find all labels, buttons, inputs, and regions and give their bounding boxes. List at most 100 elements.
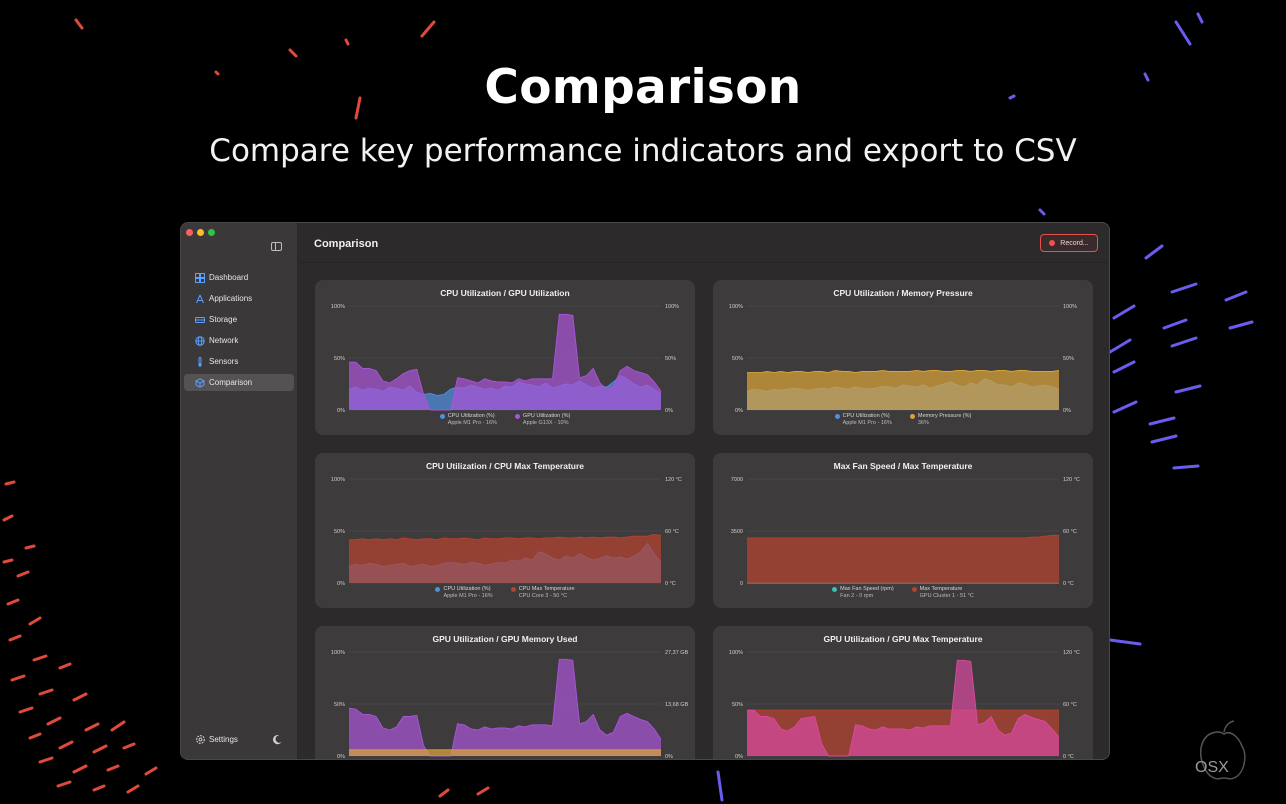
streak-0 <box>420 20 436 38</box>
y-left-tick-label: 50% <box>334 356 345 362</box>
settings-button[interactable]: Settings <box>195 734 238 745</box>
chart-plot: 100% 120 °C 50% 60 °C 0% 0 °C <box>729 650 1080 759</box>
sidebar: Dashboard Applications Storage Network <box>181 223 298 759</box>
streak-7 <box>1143 72 1150 82</box>
streak-5 <box>344 38 350 46</box>
y-right-tick-label: 27,37 GB <box>665 650 689 656</box>
record-label: Record... <box>1060 239 1089 247</box>
sidebar-nav: Dashboard Applications Storage Network <box>184 269 294 395</box>
legend-label: Max Temperature <box>919 586 963 592</box>
streak-37 <box>38 688 54 696</box>
y-right-tick-label: 0 °C <box>665 581 676 587</box>
chart-card-1: 100% 100% 50% 50% 0% 0% CPU Utilization / GPU … <box>315 280 695 435</box>
legend-label: CPU Utilization (%) <box>443 586 491 592</box>
series-area-1 <box>349 659 661 756</box>
hero-subtitle: Compare key performance indicators and e… <box>209 133 1077 169</box>
series-line-2 <box>747 534 1059 539</box>
chart-plot: 100% 120 °C 50% 60 °C 0% 0 °C <box>331 477 682 587</box>
streak-29 <box>2 558 14 564</box>
network-icon <box>195 335 205 346</box>
streak-50 <box>144 766 158 776</box>
sidebar-item-storage[interactable]: Storage <box>184 311 294 328</box>
chart-plot: 7000 120 °C 3500 60 °C 0 0 °C <box>731 477 1080 587</box>
streak-55 <box>438 788 450 798</box>
moon-icon[interactable] <box>272 734 283 745</box>
y-left-tick-label: 3500 <box>731 529 743 535</box>
page-title: Comparison <box>314 238 379 250</box>
chart-legend: Max Fan Speed (rpm) Fan 2 - 0 rpm Max Temp… <box>713 586 1093 600</box>
y-left-tick-label: 100% <box>331 304 345 310</box>
legend-swatch <box>832 587 838 592</box>
chart-title: Max Fan Speed / Max Temperature <box>833 461 973 471</box>
legend-sublabel: CPU Core 3 - 50 °C <box>518 593 568 599</box>
series-area-2 <box>747 660 1059 756</box>
close-window-button[interactable] <box>186 229 193 236</box>
legend-entry[interactable]: Memory Pressure (%) 36% <box>909 413 971 427</box>
sidebar-item-sensors[interactable]: Sensors <box>184 353 294 370</box>
y-right-tick-label: 13,68 GB <box>665 702 689 708</box>
legend-label: CPU Max Temperature <box>518 586 575 592</box>
gear-icon <box>196 735 205 744</box>
legend-swatch <box>510 587 516 592</box>
toolbar: Comparison Record... <box>299 223 1109 263</box>
sidebar-item-label: Sensors <box>209 357 239 366</box>
chart-card-4: 7000 120 °C 3500 60 °C 0 0 °C Max Fan Speed / … <box>713 453 1093 608</box>
legend-entry[interactable]: CPU Max Temperature CPU Core 3 - 50 °C <box>510 586 575 600</box>
streak-26 <box>4 480 16 486</box>
streak-24 <box>1196 12 1204 24</box>
streak-22 <box>1172 464 1200 470</box>
osx-watermark: OSX <box>1195 720 1246 780</box>
zoom-window-button[interactable] <box>208 229 215 236</box>
streak-48 <box>72 764 88 774</box>
streak-52 <box>92 784 106 792</box>
legend-entry[interactable]: CPU Utilization (%) Apple M1 Pro - 16% <box>439 413 497 427</box>
legend-sublabel: Fan 2 - 0 rpm <box>840 593 874 599</box>
legend-entry[interactable]: CPU Utilization (%) Apple M1 Pro - 16% <box>834 413 892 427</box>
series-line-2 <box>349 313 662 411</box>
settings-label: Settings <box>209 735 238 744</box>
streak-43 <box>28 732 42 740</box>
sidebar-toggle-icon[interactable] <box>271 242 282 251</box>
legend-swatch <box>514 414 520 419</box>
streak-45 <box>92 744 108 754</box>
sidebar-item-dashboard[interactable]: Dashboard <box>184 269 294 286</box>
streak-47 <box>38 756 54 764</box>
y-right-tick-label: 50% <box>1063 356 1074 362</box>
record-button[interactable]: Record... <box>1040 234 1098 252</box>
streak-32 <box>28 616 42 626</box>
streak-40 <box>46 716 62 726</box>
sidebar-item-label: Network <box>209 336 239 345</box>
streak-8 <box>1008 94 1016 100</box>
y-right-tick-label: 0% <box>1063 408 1071 414</box>
hero-title: Comparison <box>484 60 802 115</box>
app-window: Dashboard Applications Storage Network <box>180 222 1110 760</box>
applications-icon <box>195 294 205 304</box>
sidebar-item-comparison[interactable]: Comparison <box>184 374 294 391</box>
sidebar-item-applications[interactable]: Applications <box>184 290 294 307</box>
sidebar-item-network[interactable]: Network <box>184 332 294 349</box>
window-controls <box>186 229 215 236</box>
legend-entry[interactable]: CPU Utilization (%) Apple M1 Pro - 16% <box>435 586 493 600</box>
y-left-tick-label: 100% <box>729 304 743 310</box>
streak-23 <box>1108 638 1142 646</box>
sidebar-item-label: Comparison <box>209 378 253 387</box>
legend-label: GPU Utilization (%) <box>522 413 571 419</box>
chart-plot: 100% 100% 50% 50% 0% 0% <box>331 304 679 414</box>
storage-icon <box>195 315 205 325</box>
streak-27 <box>2 514 14 522</box>
legend-entry[interactable]: GPU Utilization (%) Apple G13X - 10% <box>514 413 571 427</box>
chart-title: CPU Utilization / GPU Utilization <box>440 288 570 298</box>
minimize-window-button[interactable] <box>197 229 204 236</box>
legend-entry[interactable]: Max Fan Speed (rpm) Fan 2 - 0 rpm <box>832 586 894 600</box>
y-right-tick-label: 0% <box>665 408 673 414</box>
y-left-tick-label: 7000 <box>731 477 743 483</box>
streak-35 <box>58 662 72 670</box>
legend-entry[interactable]: Max Temperature GPU Cluster 1 - 51 °C <box>911 586 974 600</box>
y-right-tick-label: 60 °C <box>1063 702 1077 708</box>
streak-33 <box>8 634 22 642</box>
streak-4 <box>214 70 220 76</box>
legend-swatch <box>439 414 445 419</box>
chart-title: CPU Utilization / CPU Max Temperature <box>425 461 585 471</box>
streak-17 <box>1112 360 1136 374</box>
chart-title: CPU Utilization / Memory Pressure <box>833 288 973 298</box>
